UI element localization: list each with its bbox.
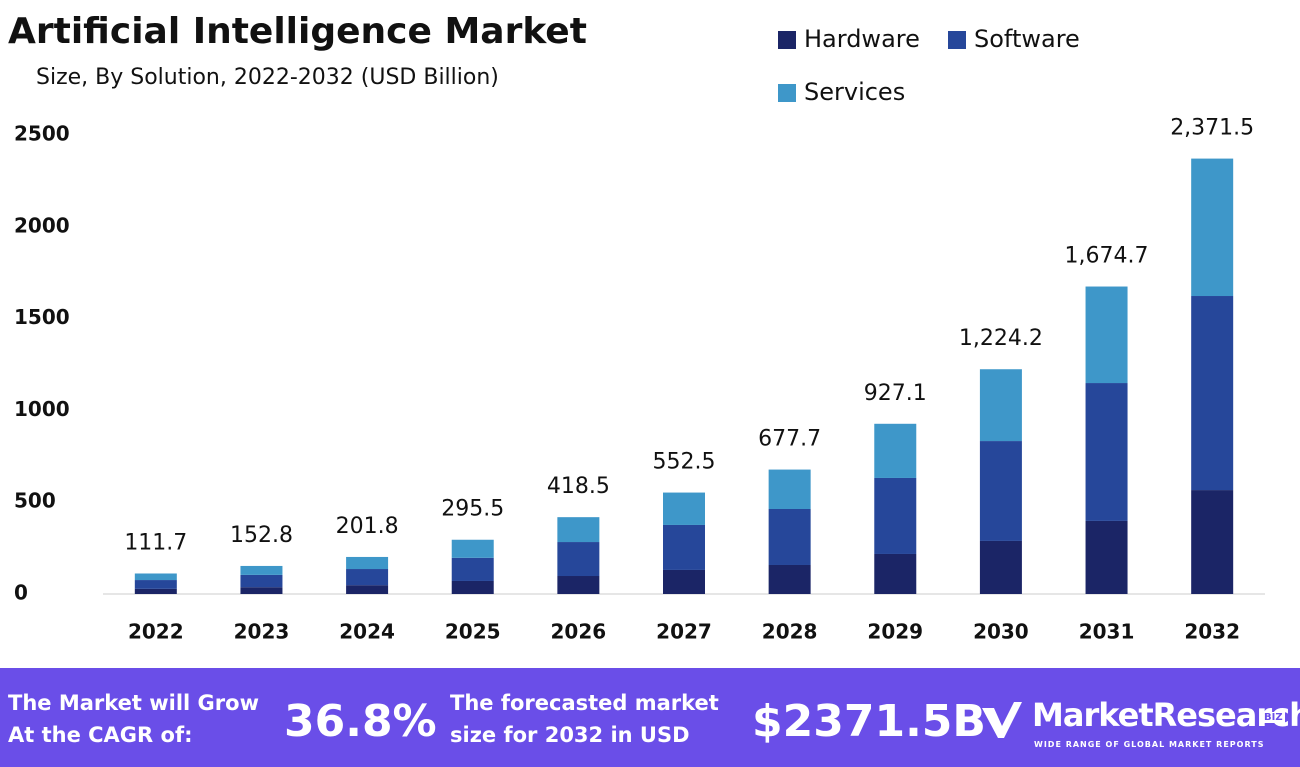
bar-segment: [979, 369, 1022, 442]
total-label: 677.7: [758, 427, 821, 452]
y-tick-label: 2500: [14, 122, 70, 146]
footer-text: size for 2032 in USD: [450, 723, 690, 747]
bar-segment: [451, 580, 494, 594]
bar-segment: [1191, 490, 1234, 594]
bar-segment: [557, 517, 600, 543]
total-label: 2,371.5: [1170, 116, 1254, 141]
total-label: 152.8: [230, 523, 293, 548]
bar-segment: [451, 539, 494, 558]
total-label: 295.5: [441, 497, 504, 522]
bar-segment: [1191, 296, 1234, 491]
forecast-value: $2371.5B: [752, 696, 986, 747]
x-tick-label: 2028: [762, 620, 818, 644]
total-label: 201.8: [336, 514, 399, 539]
brand-tagline: WIDE RANGE OF GLOBAL MARKET REPORTS: [1034, 740, 1265, 749]
x-tick-label: 2022: [128, 620, 184, 644]
x-tick-label: 2027: [656, 620, 712, 644]
legend-label: Software: [974, 25, 1080, 53]
y-tick-label: 1500: [14, 305, 70, 329]
chart-title: Artificial Intelligence Market: [8, 11, 587, 52]
total-label: 111.7: [124, 530, 187, 555]
bar-segment: [346, 569, 389, 586]
bar-segment: [979, 540, 1022, 594]
bar-segment: [768, 564, 811, 594]
bar-segment: [663, 492, 705, 525]
legend-swatch: [778, 31, 796, 49]
bar-segment: [557, 576, 600, 594]
x-tick-label: 2026: [551, 620, 607, 644]
legend-label: Hardware: [804, 25, 920, 53]
bar-segment: [1191, 158, 1234, 297]
bar-segment: [134, 573, 177, 581]
legend-label: Services: [804, 78, 905, 106]
bar-segment: [557, 542, 600, 577]
logo-icon: [982, 702, 1022, 738]
footer-text: The Market will Grow: [8, 691, 259, 715]
bar-segment: [768, 469, 811, 509]
bar-segment: [240, 587, 283, 594]
bar-segment: [663, 569, 705, 594]
x-tick-label: 2024: [339, 620, 395, 644]
chart: Artificial Intelligence Market Size, By …: [8, 11, 1265, 644]
bar-segment: [768, 508, 811, 565]
legend-swatch: [948, 31, 966, 49]
bar-segment: [346, 556, 389, 570]
bar-segment: [1085, 520, 1128, 594]
x-tick-label: 2029: [867, 620, 923, 644]
bar-segment: [134, 588, 177, 594]
bar-segment: [874, 423, 917, 478]
total-label: 552.5: [653, 450, 716, 475]
y-tick-label: 0: [14, 581, 28, 605]
bar-segment: [874, 553, 917, 594]
x-tick-label: 2023: [234, 620, 290, 644]
bar-segment: [451, 557, 494, 581]
legend-swatch: [778, 84, 796, 102]
total-label: 1,674.7: [1065, 244, 1149, 269]
bar-segment: [346, 585, 389, 594]
brand: MarketResearch: [1032, 696, 1300, 734]
bar-segment: [240, 565, 283, 575]
brand-suffix: BIZ: [1262, 712, 1285, 723]
bar-segment: [663, 524, 705, 570]
bar-segment: [1085, 286, 1128, 384]
y-tick-label: 2000: [14, 213, 70, 237]
y-tick-label: 1000: [14, 397, 70, 421]
footer-banner: The Market will Grow At the CAGR of: 36.…: [0, 668, 1300, 767]
y-tick-label: 500: [14, 489, 56, 513]
chart-subtitle: Size, By Solution, 2022-2032 (USD Billio…: [36, 65, 499, 90]
total-label: 927.1: [864, 381, 927, 406]
bar-segment: [874, 477, 917, 554]
x-tick-label: 2030: [973, 620, 1029, 644]
total-label: 1,224.2: [959, 326, 1043, 351]
bar-segment: [979, 441, 1022, 541]
total-label: 418.5: [547, 474, 610, 499]
bar-segment: [240, 574, 283, 588]
bar-segment: [134, 580, 177, 589]
bar-segment: [1085, 383, 1128, 521]
footer-text: At the CAGR of:: [8, 723, 193, 747]
footer-text: The forecasted market: [450, 691, 719, 715]
x-tick-label: 2032: [1184, 620, 1240, 644]
x-tick-label: 2031: [1079, 620, 1135, 644]
cagr-value: 36.8%: [284, 696, 437, 747]
x-tick-label: 2025: [445, 620, 501, 644]
